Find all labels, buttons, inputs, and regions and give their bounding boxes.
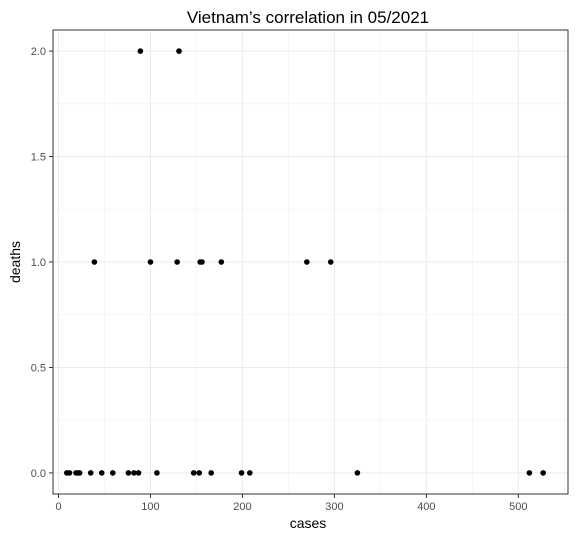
y-axis-ticks: 0.0 0.5 1.0 1.5 2.0 xyxy=(31,46,53,480)
data-point xyxy=(247,470,253,476)
x-tick-label: 0 xyxy=(55,501,61,513)
data-point xyxy=(137,48,144,54)
data-point xyxy=(66,470,73,476)
data-point xyxy=(540,470,546,476)
data-point xyxy=(131,470,137,476)
data-point xyxy=(238,470,245,476)
y-tick-label: 0.5 xyxy=(31,362,46,374)
y-axis-title: deaths xyxy=(7,241,23,283)
x-axis-title: cases xyxy=(290,515,327,531)
data-point xyxy=(327,259,334,265)
data-point xyxy=(196,470,203,476)
data-point xyxy=(135,470,142,476)
major-gridlines xyxy=(53,30,568,494)
x-tick-label: 300 xyxy=(325,501,343,513)
data-points xyxy=(63,48,546,476)
y-tick-label: 2.0 xyxy=(31,46,46,58)
data-point xyxy=(176,48,182,54)
data-point xyxy=(526,470,533,476)
data-point xyxy=(190,470,197,476)
x-tick-label: 100 xyxy=(141,501,159,513)
data-point xyxy=(199,259,205,265)
data-point xyxy=(354,470,361,476)
y-tick-label: 1.0 xyxy=(31,257,46,269)
x-tick-label: 200 xyxy=(233,501,251,513)
x-tick-label: 400 xyxy=(417,501,435,513)
data-point xyxy=(304,259,310,265)
data-point xyxy=(218,259,225,265)
chart-title: Vietnam’s correlation in 05/2021 xyxy=(187,8,429,27)
data-point xyxy=(91,259,98,265)
data-point xyxy=(154,470,160,476)
data-point xyxy=(76,470,83,476)
y-tick-label: 1.5 xyxy=(31,152,46,164)
y-tick-label: 0.0 xyxy=(31,468,46,480)
x-tick-label: 500 xyxy=(509,501,527,513)
data-point xyxy=(98,470,105,476)
data-point xyxy=(208,470,214,476)
data-point xyxy=(125,470,132,476)
data-point xyxy=(109,470,116,476)
data-point xyxy=(87,470,94,476)
x-axis-ticks: 0 100 200 300 400 500 xyxy=(55,494,528,513)
data-point xyxy=(174,259,180,265)
data-point xyxy=(147,259,154,265)
